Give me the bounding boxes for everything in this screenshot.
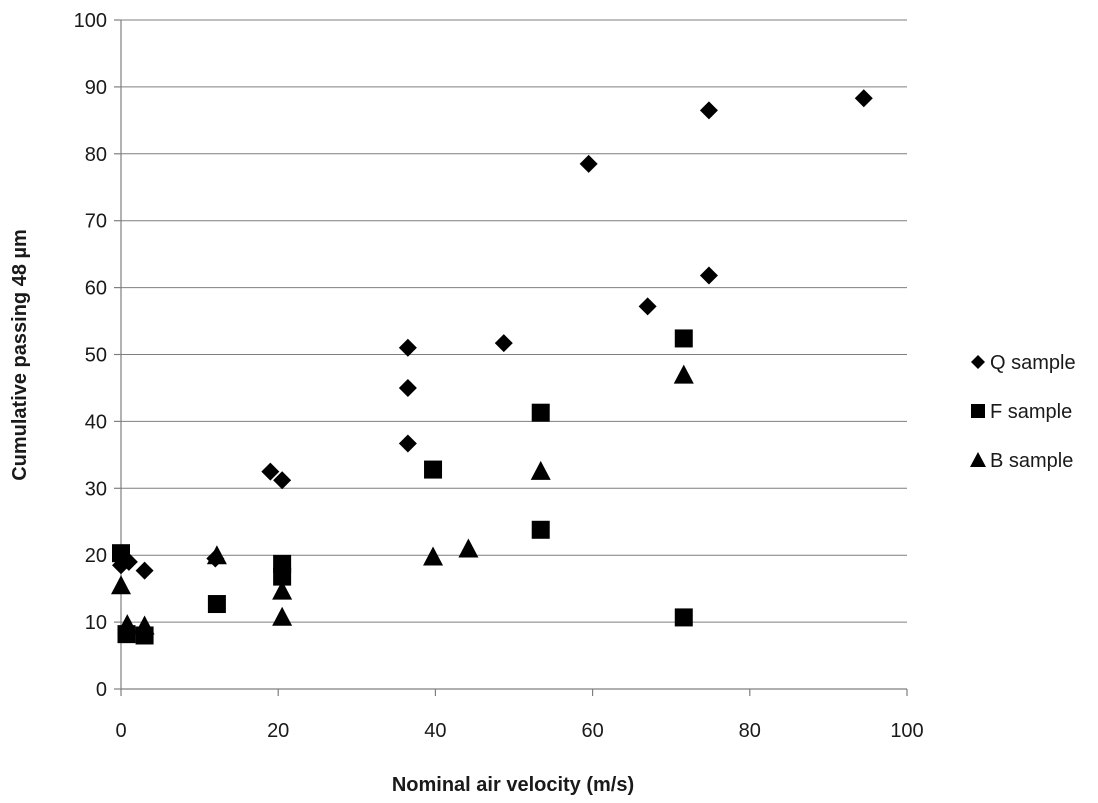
data-point-diamond: [398, 434, 417, 453]
data-point-diamond: [638, 297, 657, 316]
data-point-diamond: [273, 471, 292, 490]
data-point-diamond: [854, 89, 873, 108]
data-point-square: [273, 567, 292, 586]
x-tick-label: 60: [581, 720, 603, 742]
axes-layer: 0 10 20 30 40 50 60 70 80 90 100 0 20 40 60 80 100: [74, 10, 924, 742]
data-point-triangle: [673, 364, 694, 384]
data-point-triangle: [423, 546, 444, 566]
data-point-triangle: [117, 614, 138, 634]
points-layer: [111, 89, 873, 645]
x-tick-label: 80: [739, 720, 761, 742]
data-point-diamond: [699, 266, 718, 285]
x-axis-title: Nominal air velocity (m/s): [392, 774, 634, 796]
data-point-triangle: [530, 460, 551, 480]
y-tick-label: 0: [96, 679, 107, 701]
legend-item: B sample: [970, 450, 1073, 472]
data-point-square: [424, 460, 443, 479]
series-diamond: [112, 89, 873, 580]
y-tick-label: 20: [85, 545, 107, 567]
y-tick-label: 40: [85, 411, 107, 433]
legend-item: F sample: [971, 401, 1072, 423]
y-tick-label: 50: [85, 345, 107, 367]
data-point-diamond: [494, 334, 513, 353]
data-point-triangle: [272, 606, 293, 626]
x-tick-label: 20: [267, 720, 289, 742]
x-tick-label: 0: [115, 720, 126, 742]
y-tick-label: 100: [74, 10, 107, 32]
y-tick-label: 30: [85, 478, 107, 500]
data-point-square: [674, 608, 693, 627]
data-point-triangle: [272, 580, 293, 600]
legend-label: F sample: [990, 401, 1072, 423]
data-point-triangle: [111, 575, 131, 595]
data-point-triangle: [134, 615, 155, 635]
y-tick-label: 10: [85, 612, 107, 634]
data-point-square: [112, 544, 130, 563]
grid-layer: [121, 19, 907, 623]
series-square: [112, 329, 693, 645]
data-point-triangle: [206, 545, 227, 565]
data-point-diamond: [135, 561, 154, 580]
data-point-diamond: [398, 378, 417, 397]
x-tick-label: 40: [424, 720, 446, 742]
y-tick-label: 60: [85, 278, 107, 300]
data-point-square: [674, 329, 693, 348]
data-point-square: [207, 595, 226, 614]
legend-marker-diamond: [971, 355, 985, 369]
legend-label: Q sample: [990, 352, 1076, 374]
legend-marker-square: [971, 404, 985, 418]
data-point-triangle: [458, 538, 479, 558]
x-tick-label: 100: [890, 720, 923, 742]
data-point-square: [531, 520, 550, 539]
legend-marker-triangle: [970, 452, 986, 467]
y-axis-title: Cumulative passing 48 µm: [9, 229, 31, 481]
data-point-square: [531, 403, 550, 422]
legend-item: Q sample: [971, 352, 1076, 374]
data-point-diamond: [579, 154, 598, 173]
y-tick-label: 70: [85, 211, 107, 233]
legend: Q sample F sample B sample: [970, 352, 1076, 472]
y-tick-label: 90: [85, 77, 107, 99]
series-triangle: [111, 364, 694, 635]
data-point-diamond: [261, 462, 280, 481]
data-point-diamond: [398, 338, 417, 357]
y-tick-label: 80: [85, 144, 107, 166]
data-point-diamond: [699, 101, 718, 120]
legend-label: B sample: [990, 450, 1073, 472]
